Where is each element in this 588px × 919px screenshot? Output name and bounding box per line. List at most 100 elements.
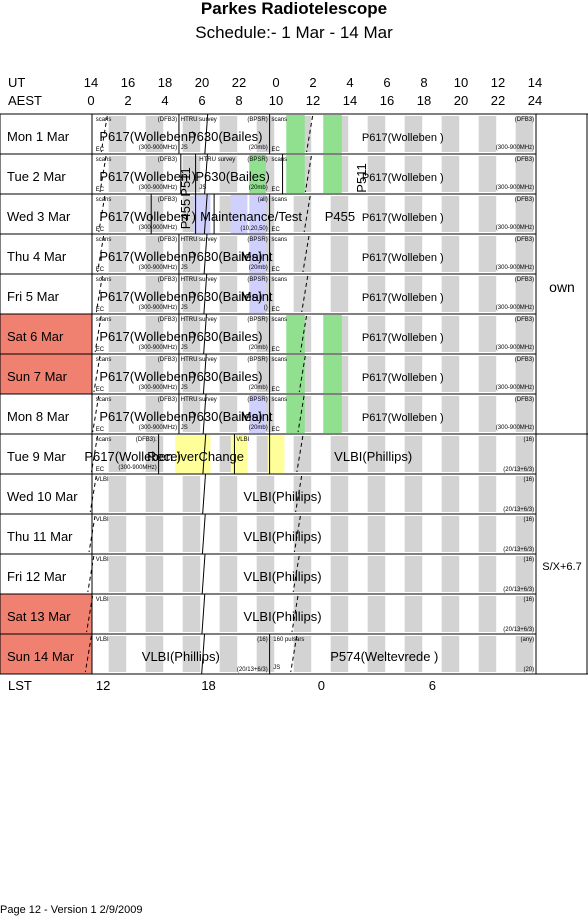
program-label: P455 <box>325 209 355 224</box>
program-label: P617(Wolleben ) <box>84 449 181 464</box>
day-label: Sat 6 Mar <box>7 329 64 344</box>
aest-tick: 16 <box>380 93 394 108</box>
grey-stripe <box>441 596 460 632</box>
grey-stripe <box>367 276 386 312</box>
small-text-vlbi-cfg: (20/13+6/3) <box>237 667 268 673</box>
lst-marker <box>89 475 97 513</box>
small-text-scans: scans <box>96 277 112 283</box>
grey-stripe <box>219 356 238 392</box>
small-text-mhz: (300-900MHz) <box>139 225 177 231</box>
program-label: Maint <box>241 249 273 264</box>
grey-stripe <box>219 316 238 352</box>
program-label: VLBI(Phillips) <box>244 489 322 504</box>
lst-marker <box>302 235 310 273</box>
small-text-bpsr: (BPSR) <box>247 317 267 323</box>
grey-stripe <box>330 436 349 472</box>
aest-tick: 2 <box>124 93 131 108</box>
grey-stripe <box>108 356 127 392</box>
program-label: P630(Bailes) <box>188 289 262 304</box>
grey-stripe <box>441 236 460 272</box>
grey-stripe <box>515 516 534 552</box>
grey-stripe <box>330 236 349 272</box>
lst-marker <box>201 593 206 635</box>
small-text-ec: EC <box>271 387 280 393</box>
small-text-scans: scans <box>271 357 287 363</box>
grey-stripe <box>367 396 386 432</box>
grey-stripe <box>219 636 238 672</box>
lst-marker <box>203 313 207 355</box>
grey-stripe <box>404 436 423 472</box>
grey-stripe <box>330 196 349 232</box>
small-text-js: JS <box>273 665 280 671</box>
day-label: Thu 4 Mar <box>7 249 67 264</box>
grey-stripe <box>108 116 127 152</box>
small-text-vlbi: VLBI <box>96 597 109 603</box>
lst-tick: 0 <box>318 678 325 693</box>
grey-stripe <box>108 476 127 512</box>
aest-tick: 18 <box>417 93 431 108</box>
day-label: Thu 11 Mar <box>7 529 73 544</box>
lavender-block <box>249 195 266 233</box>
small-text-vlbi-cfg: (20/13+6/3) <box>503 467 534 473</box>
small-text-scans: scans <box>96 397 112 403</box>
grey-stripe <box>441 156 460 192</box>
lst-marker <box>97 235 105 273</box>
small-text-vlbi-cfg: (20/13+6/3) <box>503 507 534 513</box>
small-text-ec: EC <box>271 307 280 313</box>
small-text-16: (16) <box>523 557 534 563</box>
yellow-block <box>195 435 211 473</box>
small-text-js: JS <box>181 145 188 151</box>
lst-marker <box>298 355 306 393</box>
small-text-pulsars: 160 pulsars <box>273 637 304 643</box>
grey-stripe <box>145 116 164 152</box>
grey-stripe <box>404 196 423 232</box>
lst-marker <box>201 553 206 595</box>
grey-stripe <box>330 476 349 512</box>
small-text-vlbi-cfg: (20/13+6/3) <box>503 547 534 553</box>
program-label: ReceiverChange <box>147 449 244 464</box>
grey-stripe <box>108 436 127 472</box>
grey-stripe <box>515 156 534 192</box>
small-text-mhz: (300-900MHz) <box>139 425 177 431</box>
lst-marker <box>98 195 106 233</box>
green-block <box>323 355 342 393</box>
small-text-bpsr: (BPSR) <box>247 237 267 243</box>
grey-stripe <box>219 116 238 152</box>
grey-stripe <box>182 356 201 392</box>
lst-marker <box>203 273 208 315</box>
small-text-vlbi-cfg: (20/13+6/3) <box>503 627 534 633</box>
small-text-mhz: (300-900MHz) <box>139 385 177 391</box>
program-label: P617(Wolleben ) <box>362 372 444 384</box>
grey-stripe <box>108 316 127 352</box>
small-text-mhz: (300-900MHz) <box>496 145 534 151</box>
day-label: Mon 8 Mar <box>7 409 70 424</box>
grey-stripe <box>515 356 534 392</box>
small-text-mhz: (300-900MHz) <box>496 185 534 191</box>
grey-stripe <box>367 436 386 472</box>
small-text-16: (16) <box>257 637 268 643</box>
grey-stripe <box>515 476 534 512</box>
grey-stripe <box>145 596 164 632</box>
small-text-mhz: (300-900MHz) <box>139 265 177 271</box>
green-block <box>286 395 305 433</box>
program-label: P617(Wolleben ) <box>362 412 444 424</box>
small-text-mhz: (300-900MHz) <box>496 225 534 231</box>
lst-tick: 6 <box>429 678 436 693</box>
lst-marker <box>90 435 98 473</box>
ut-tick: 0 <box>272 75 279 90</box>
grey-stripe <box>293 636 312 672</box>
small-text-dfb3: (DFB3) <box>515 157 534 163</box>
grey-stripe <box>145 316 164 352</box>
small-text-scans: scans <box>271 397 287 403</box>
grey-stripe <box>441 476 460 512</box>
lst-marker <box>203 233 208 275</box>
small-text-ec: EC <box>96 467 105 473</box>
grey-stripe <box>367 556 386 592</box>
page-title: Parkes Radiotelescope <box>200 0 388 18</box>
lst-marker <box>202 473 207 515</box>
program-label: VLBI(Phillips) <box>244 609 322 624</box>
grey-stripe <box>182 636 201 672</box>
page-subtitle: Schedule:- 1 Mar - 14 Mar <box>195 23 393 42</box>
small-text-js: JS <box>181 345 188 351</box>
grey-stripe <box>441 196 460 232</box>
